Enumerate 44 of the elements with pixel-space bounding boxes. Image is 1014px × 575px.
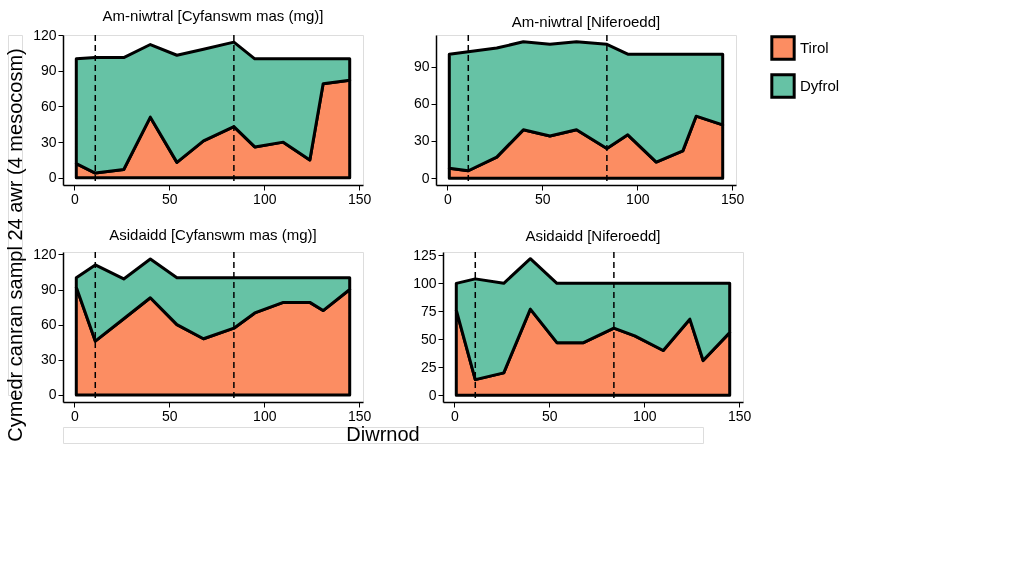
- y-tick-label: 0: [48, 386, 57, 403]
- y-tick-label: 0: [428, 386, 437, 403]
- x-tick-label: 100: [633, 407, 657, 424]
- x-tick-label: 50: [542, 407, 558, 424]
- chart-title: Am-niwtral [Niferoedd]: [511, 13, 661, 31]
- x-tick-label: 50: [535, 190, 551, 207]
- y-tick-label: 30: [40, 351, 57, 368]
- x-tick-label: 0: [450, 407, 459, 424]
- y-tick-label: 25: [420, 358, 437, 375]
- y-tick-label: 120: [33, 245, 57, 262]
- y-tick-label: 0: [48, 169, 57, 186]
- x-tick-label: 150: [728, 407, 752, 424]
- chart-title: Asidaidd [Cyfanswm mas (mg)]: [109, 226, 317, 244]
- x-tick-label: 100: [253, 407, 277, 424]
- y-tick-label: 90: [40, 62, 57, 79]
- y-tick-label: 60: [40, 316, 57, 333]
- x-tick-label: 150: [721, 190, 745, 207]
- x-tick-label: 100: [253, 190, 277, 207]
- x-tick-label: 150: [348, 190, 372, 207]
- chart-title: Am-niwtral [Cyfanswm mas (mg)]: [102, 7, 324, 24]
- y-axis-title: Cymedr canran sampl 24 awr (4 mesocosm): [4, 48, 26, 442]
- y-tick-label: 50: [420, 330, 437, 347]
- y-tick-label: 120: [33, 26, 57, 43]
- y-tick-label: 75: [420, 302, 437, 319]
- y-tick-label: 0: [421, 169, 430, 186]
- x-tick-label: 150: [348, 407, 372, 424]
- x-axis-title: Diwrnod: [346, 423, 420, 445]
- x-tick-label: 50: [162, 407, 178, 424]
- y-tick-label: 60: [40, 97, 57, 114]
- y-tick-label: 60: [413, 95, 430, 112]
- y-tick-label: 125: [413, 246, 437, 263]
- x-tick-label: 0: [443, 190, 452, 207]
- y-tick-label: 90: [413, 58, 430, 75]
- legend-label: Tirol: [800, 39, 829, 56]
- x-tick-label: 0: [70, 407, 79, 424]
- x-tick-label: 0: [70, 190, 79, 207]
- y-tick-label: 30: [413, 132, 430, 149]
- y-tick-label: 90: [40, 281, 57, 297]
- x-tick-label: 50: [162, 190, 178, 207]
- y-tick-label: 100: [413, 274, 437, 291]
- y-tick-label: 30: [40, 133, 57, 150]
- x-tick-label: 100: [626, 190, 650, 207]
- chart-title: Asidaidd [Niferoedd]: [525, 227, 661, 245]
- legend-label: Dyfrol: [800, 77, 840, 94]
